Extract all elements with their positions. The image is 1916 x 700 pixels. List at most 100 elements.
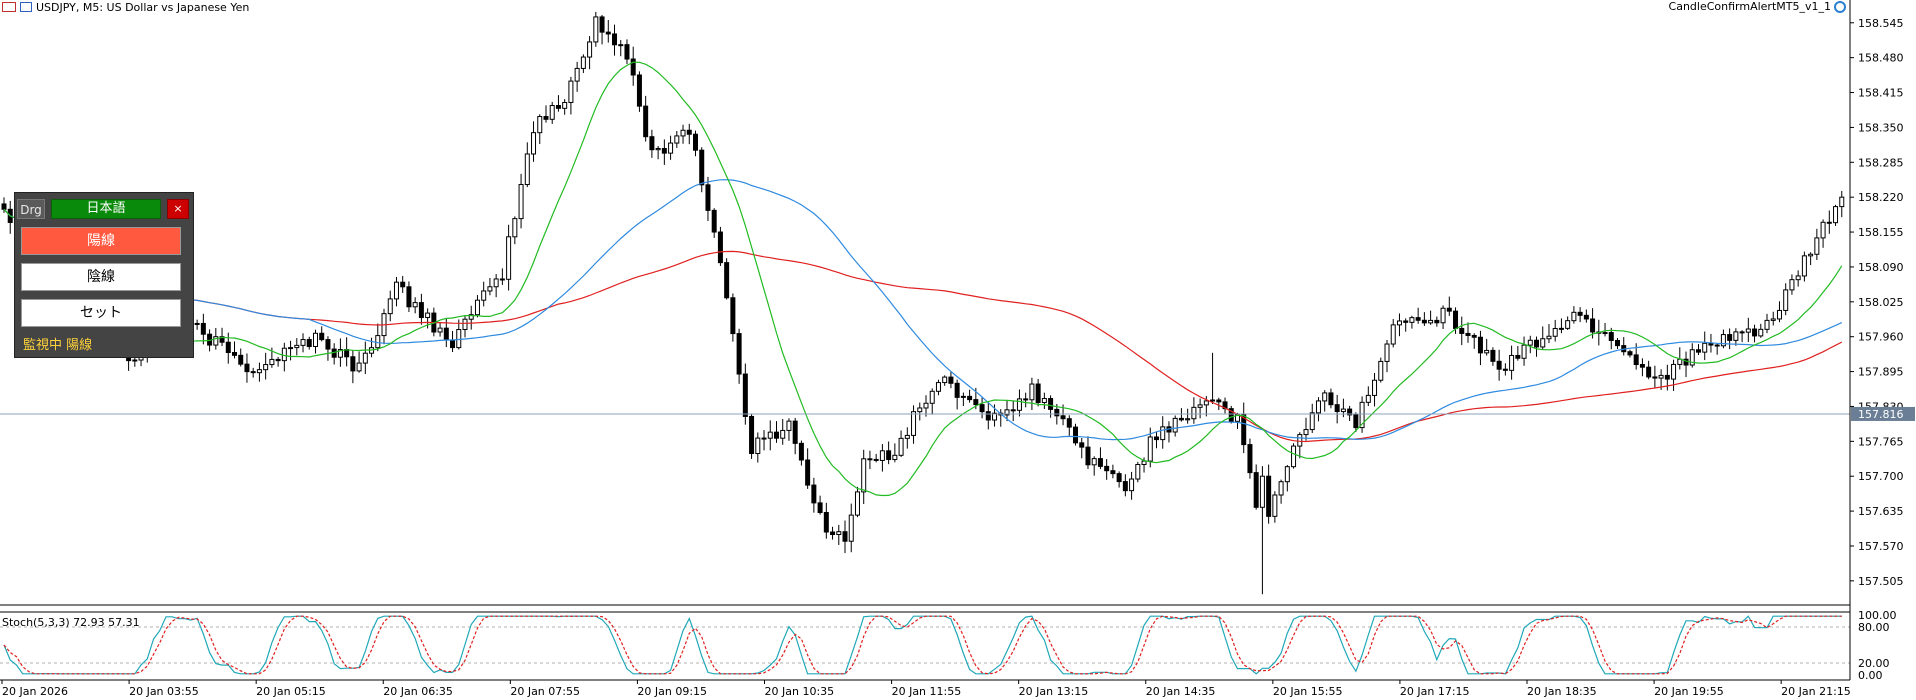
bear-candle — [1421, 319, 1427, 324]
bear-candle — [773, 431, 779, 439]
bull-candle — [879, 450, 885, 461]
bull-candle — [898, 437, 904, 456]
bull-candle — [668, 142, 674, 154]
bear-candle — [686, 129, 692, 135]
bear-candle — [1477, 336, 1483, 354]
bull-candle — [674, 135, 680, 144]
bull-candle — [904, 434, 910, 439]
close-button[interactable]: × — [167, 199, 189, 219]
bull-candle — [1297, 434, 1303, 447]
bull-candle — [506, 236, 512, 280]
bear-candle — [418, 302, 424, 319]
bull-candle — [1783, 289, 1789, 311]
bull-candle — [256, 369, 262, 374]
bull-candle — [562, 101, 568, 109]
bull-candle — [512, 218, 518, 238]
time-tick-label: 20 Jan 15:55 — [1273, 685, 1343, 698]
bull-candle — [281, 347, 287, 362]
alert-panel[interactable]: Drg 日本語 × 陽線 陰線 セット 監視中 陽線 — [14, 192, 194, 358]
bull-candle — [1801, 255, 1807, 277]
bull-candle — [1016, 398, 1022, 411]
bull-candle — [1340, 408, 1346, 413]
bull-candle — [923, 402, 929, 409]
bear-candle — [1446, 307, 1452, 312]
bull-candle — [518, 184, 524, 220]
bull-candle — [1135, 463, 1141, 480]
bear-candle — [693, 133, 698, 151]
bull-candle — [1527, 339, 1533, 346]
bear-candle — [1627, 351, 1633, 356]
chart-header: USDJPY, M5: US Dollar vs Japanese Yen — [0, 0, 249, 14]
bull-candle — [1284, 466, 1290, 483]
time-tick-label: 20 Jan 06:35 — [383, 685, 453, 698]
time-tick-label: 20 Jan 21:15 — [1781, 685, 1851, 698]
bear-candle — [1035, 383, 1041, 404]
bear-candle — [1104, 465, 1110, 472]
bull-candle — [854, 491, 860, 516]
bear-candle — [443, 327, 449, 341]
bull-candle — [1733, 331, 1739, 341]
bear-candle — [1247, 444, 1253, 474]
bull-candle — [1720, 334, 1726, 347]
bear-candle — [1266, 475, 1272, 517]
drag-handle[interactable]: Drg — [17, 199, 45, 219]
bull-candle — [524, 153, 530, 186]
price-tick-label: 158.220 — [1858, 191, 1904, 204]
bull-candle — [1278, 481, 1284, 496]
price-tick-label: 157.960 — [1858, 331, 1904, 344]
bull-candle — [412, 302, 418, 308]
bear-candle — [636, 74, 642, 107]
expert-smiley-icon[interactable] — [1834, 0, 1846, 13]
bull-candle — [836, 531, 842, 536]
bear-candle — [1097, 458, 1103, 467]
stochastic-pane[interactable] — [0, 615, 1850, 675]
bull-candle — [1309, 412, 1315, 431]
bull-candle — [1365, 394, 1371, 403]
price-tick-label: 158.025 — [1858, 296, 1904, 309]
price-pane[interactable] — [0, 11, 1850, 595]
set-button[interactable]: セット — [21, 299, 181, 327]
bear-candle — [661, 148, 667, 154]
bull-candle — [861, 458, 867, 493]
bear-candle — [1465, 332, 1471, 336]
time-tick-label: 20 Jan 18:35 — [1527, 685, 1597, 698]
bull-candle — [1546, 335, 1552, 340]
bull-candle — [1129, 478, 1135, 492]
bearish-candle-button[interactable]: 陰線 — [21, 263, 181, 291]
bear-candle — [605, 31, 611, 35]
bear-candle — [499, 278, 505, 281]
price-tick-label: 158.545 — [1858, 17, 1904, 30]
bear-candle — [649, 136, 655, 151]
bear-candle — [1639, 364, 1645, 368]
bull-candle — [587, 41, 593, 58]
bear-candle — [1752, 328, 1758, 337]
bear-candle — [232, 352, 237, 356]
bear-candle — [749, 415, 755, 455]
bear-candle — [275, 358, 281, 362]
bear-candle — [244, 363, 250, 373]
bull-candle — [362, 352, 368, 364]
bullish-candle-button[interactable]: 陽線 — [21, 227, 181, 255]
bull-candle — [1745, 328, 1751, 333]
bull-candle — [1808, 253, 1814, 257]
bear-candle — [717, 231, 723, 264]
bear-candle — [1116, 473, 1122, 483]
chart-type-icon[interactable] — [20, 2, 32, 12]
bear-candle — [1502, 368, 1508, 371]
language-button[interactable]: 日本語 — [51, 199, 161, 219]
bull-candle — [493, 278, 499, 288]
chart-window-icon[interactable] — [2, 2, 16, 12]
bull-candle — [1565, 320, 1571, 329]
bull-candle — [1509, 354, 1515, 371]
bear-candle — [711, 209, 717, 233]
bull-candle — [1185, 418, 1191, 421]
bear-candle — [599, 16, 605, 33]
bull-candle — [1521, 344, 1527, 359]
bull-candle — [213, 336, 219, 346]
stoch-level-label: 100.00 — [1858, 609, 1897, 622]
stoch-level-label: 20.00 — [1858, 657, 1890, 670]
bull-candle — [1540, 338, 1546, 348]
bull-candle — [294, 344, 300, 349]
